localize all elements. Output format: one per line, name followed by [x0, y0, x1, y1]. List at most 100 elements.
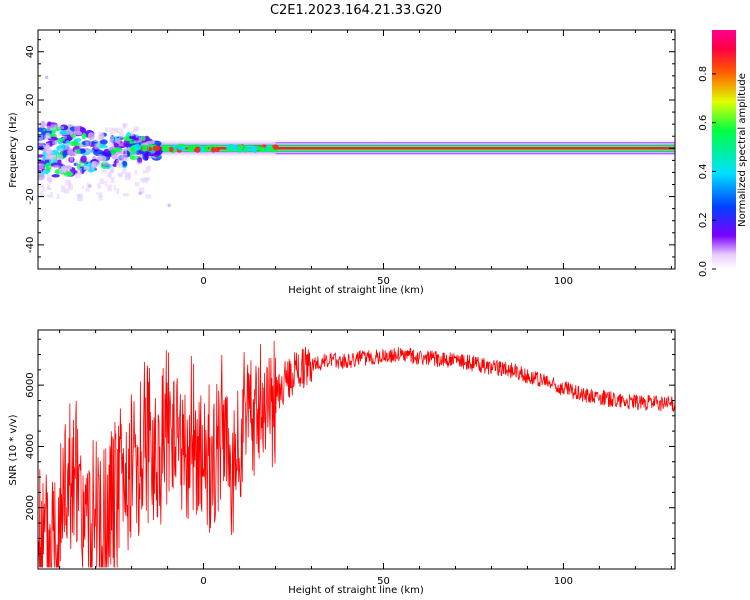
- spectrogram-cell: [117, 128, 123, 134]
- spectrogram-cell: [52, 141, 57, 145]
- spectrogram-cell: [138, 187, 145, 194]
- top-y-axis-label: Frequency (Hz): [8, 112, 19, 188]
- top-y-tick-label: -40: [25, 237, 36, 253]
- bottom-y-axis-label: SNR (10 * v/v): [8, 414, 19, 485]
- spectrogram-cell: [111, 128, 116, 131]
- spectrogram-cell: [101, 170, 107, 174]
- colorbar-tick-label: 0.8: [698, 66, 709, 82]
- spectrogram-cell: [118, 143, 124, 147]
- spectrogram-cell: [51, 174, 60, 178]
- spectrogram-cell: [39, 190, 44, 198]
- colorbar-label: Normalized spectral amplitude: [737, 73, 748, 227]
- spectrogram-cell: [145, 140, 156, 145]
- spectrogram-cell: [75, 131, 83, 136]
- spectrogram-cell: [61, 185, 66, 193]
- spectrogram-cell: [64, 174, 68, 177]
- spectrogram-cell: [161, 146, 171, 153]
- spectrogram-cell: [110, 170, 114, 174]
- spectrogram-cell: [69, 155, 74, 162]
- spectrogram-cell: [114, 127, 118, 134]
- spectrogram-cell: [107, 163, 112, 167]
- spectrogram-cell: [104, 181, 108, 187]
- spectrogram-cell: [94, 143, 100, 150]
- top-x-tick-label: 0: [200, 276, 206, 287]
- spectrogram-image: [38, 75, 675, 207]
- spectrogram-cell: [120, 160, 123, 164]
- top-x-tick-label: 50: [377, 276, 390, 287]
- spectrogram-cell: [75, 160, 79, 167]
- spectrogram-cell: [109, 127, 114, 135]
- spectrogram-cell: [42, 187, 45, 192]
- spectrogram-cell: [38, 163, 44, 169]
- spectrogram-cell: [115, 137, 121, 144]
- spectrogram-cell: [272, 144, 279, 150]
- spectrogram-cell: [74, 149, 77, 155]
- spectrogram-cell: [96, 192, 99, 195]
- spectrogram-cell: [69, 184, 74, 191]
- spectrogram-cell: [118, 172, 123, 178]
- spectrogram-cell: [105, 127, 109, 132]
- spectrogram-cell: [48, 165, 54, 168]
- spectrogram-cell: [91, 161, 96, 168]
- spectrogram-cell: [79, 142, 82, 149]
- spectrogram-cell: [113, 185, 116, 191]
- spectrogram-cell: [87, 132, 95, 141]
- snr-plot-area: [38, 340, 675, 568]
- spectrogram-cell: [259, 146, 264, 153]
- spectrogram-cell: [99, 178, 105, 184]
- spectrogram-cell: [53, 165, 60, 169]
- spectrogram-cell: [46, 155, 52, 160]
- spectrogram-cell: [145, 165, 151, 172]
- spectrogram-cell: [210, 146, 216, 153]
- spectrogram-cell: [108, 139, 114, 147]
- spectrogram-cell: [60, 166, 64, 169]
- spectrogram-panel: 0 50 100 40 20 0 -20 -40 Height of strai…: [8, 29, 676, 296]
- spectrogram-cell: [129, 135, 136, 140]
- spectrogram-cell: [106, 173, 111, 177]
- spectrogram-cell: [57, 126, 62, 129]
- spectrogram-cell: [138, 136, 142, 143]
- colorbar-tick-label: 0.2: [698, 212, 709, 228]
- spectrogram-cell: [56, 194, 60, 200]
- spectrogram-frame: [37, 29, 676, 270]
- spectrogram-cell: [83, 165, 90, 171]
- spectrogram-cell: [102, 160, 108, 167]
- bottom-y-tick-label: 2000: [25, 495, 36, 520]
- spectrogram-cell: [109, 135, 114, 141]
- spectrogram-cell: [47, 174, 51, 182]
- spectrogram-cell: [136, 162, 142, 165]
- spectrogram-cell: [67, 167, 72, 170]
- spectrogram-cell: [110, 177, 115, 184]
- spectrogram-cell: [46, 184, 51, 190]
- spectrogram-cell: [116, 188, 119, 194]
- spectrogram-cell: [133, 143, 141, 151]
- spectrogram-cell: [118, 153, 124, 160]
- spectrogram-cell: [75, 148, 81, 155]
- spectrogram-cell: [134, 153, 137, 161]
- spectrogram-cell: [65, 143, 71, 150]
- spectrogram-cell: [144, 152, 149, 161]
- spectrogram-cell: [115, 162, 121, 167]
- colorbar-gradient: [712, 30, 736, 269]
- colorbar: 0.0 0.2 0.4 0.6 0.8 Normalized spectral …: [698, 30, 748, 277]
- spectrogram-cell: [46, 194, 51, 198]
- spectrogram-cell: [43, 145, 48, 149]
- spectrogram-cell: [86, 182, 90, 189]
- top-y-tick-label: 40: [25, 45, 36, 58]
- spectrogram-cell: [117, 163, 124, 168]
- snr-frame: [37, 329, 676, 570]
- spectrogram-cell: [80, 155, 88, 164]
- top-x-axis-label: Height of straight line (km): [288, 285, 424, 296]
- spectrogram-cell: [124, 148, 128, 156]
- spectrogram-cell: [63, 188, 70, 194]
- spectrogram-cell: [45, 142, 50, 147]
- spectrogram-cell: [61, 126, 65, 130]
- spectrogram-cell: [194, 146, 201, 153]
- spectrogram-cell: [121, 154, 128, 161]
- top-y-tick-label: 20: [25, 94, 36, 107]
- spectrogram-cell: [74, 131, 77, 136]
- spectrogram-cell: [98, 192, 103, 197]
- colorbar-ticks: [712, 73, 716, 270]
- spectrogram-cell: [137, 157, 143, 164]
